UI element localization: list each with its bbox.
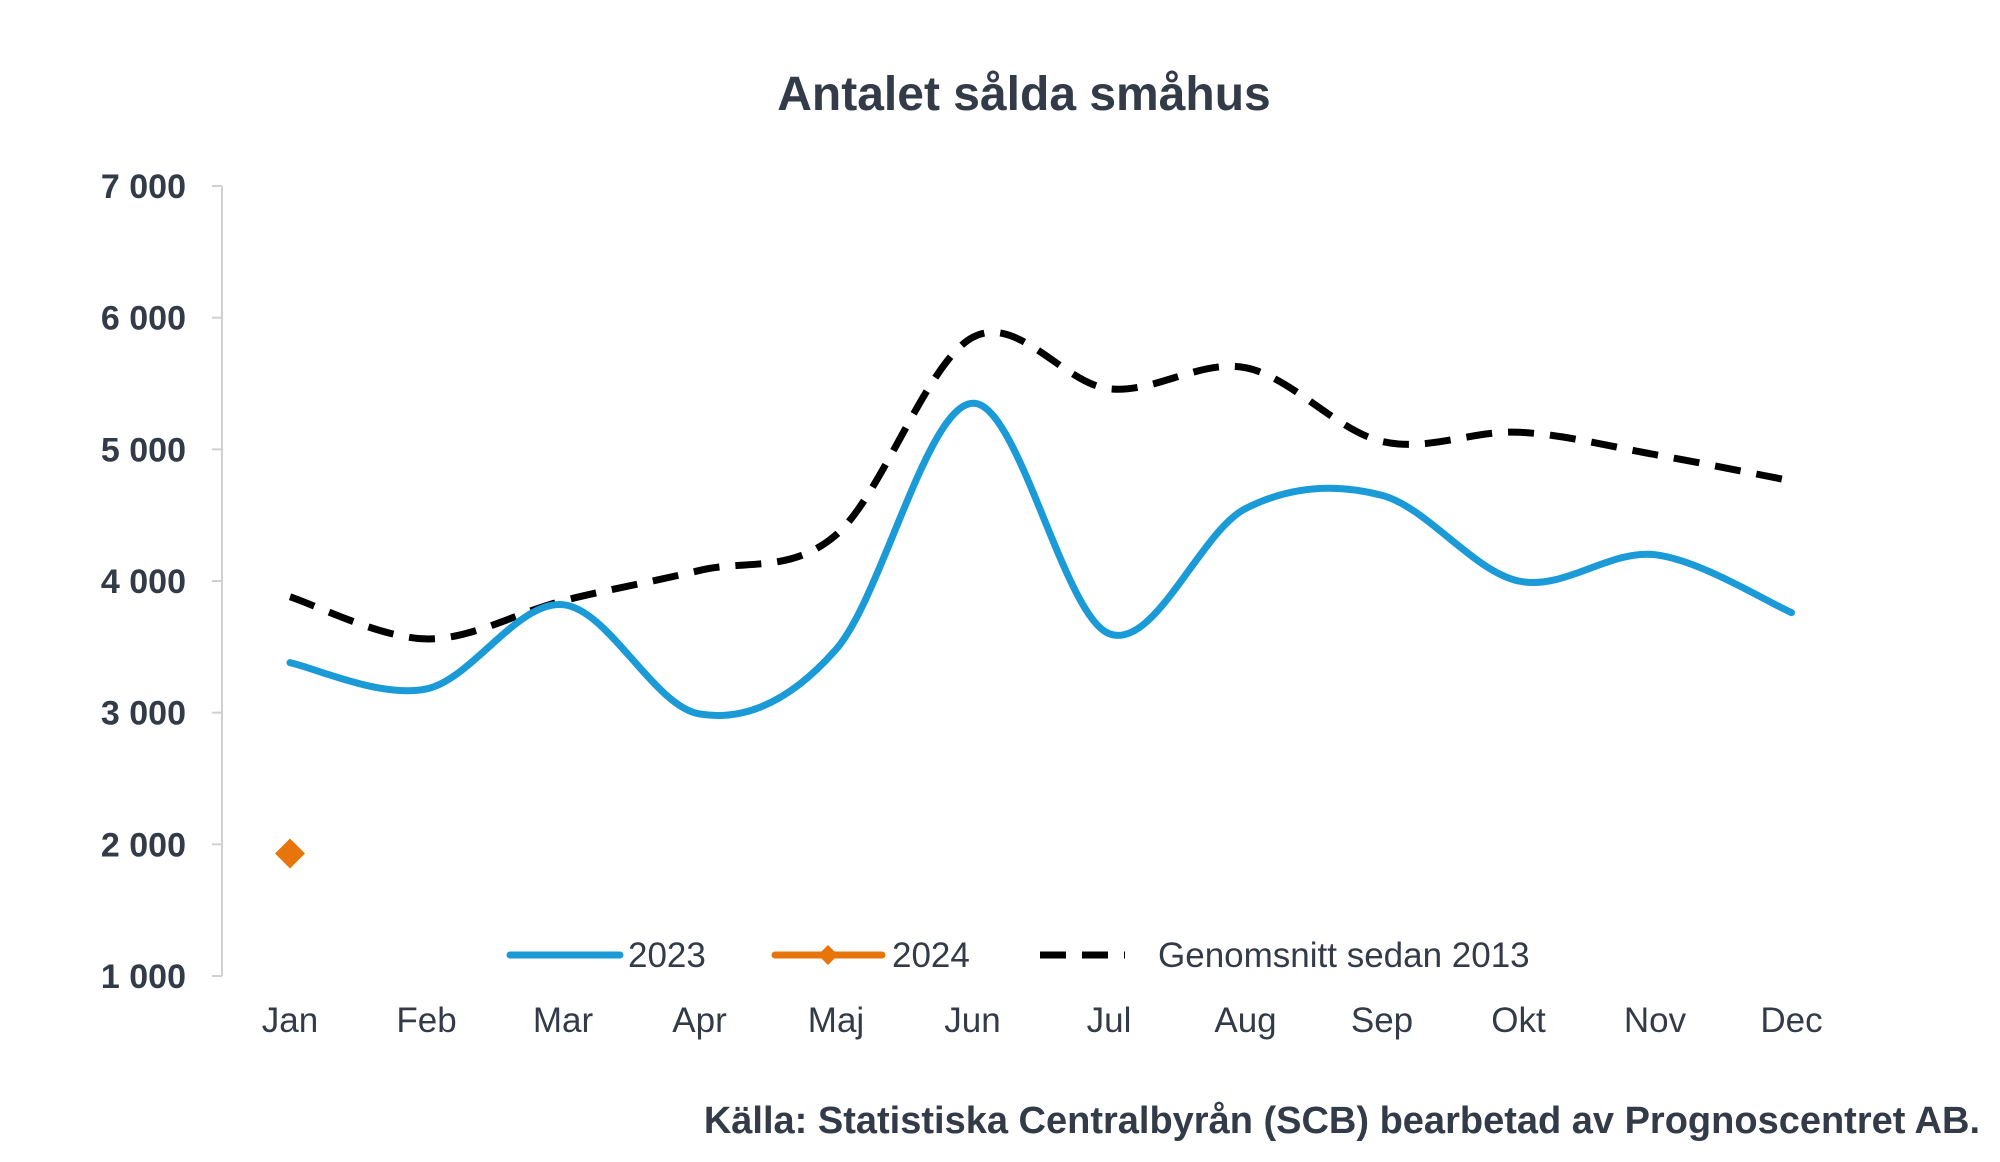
source-note: Källa: Statistiska Centralbyrån (SCB) be… bbox=[704, 1100, 1980, 1142]
series-line-2023 bbox=[286, 399, 1795, 719]
x-tick-label: Jan bbox=[262, 1001, 318, 1040]
legend: 2023 2024 Genomsnitt sedan 2013 bbox=[506, 936, 1530, 975]
x-tick-label: Nov bbox=[1624, 1001, 1687, 1040]
x-tick-label: Aug bbox=[1214, 1001, 1276, 1040]
chart-title: Antalet sålda småhus bbox=[777, 68, 1271, 121]
x-tick-label: Dec bbox=[1760, 1001, 1822, 1040]
data-point-2024 bbox=[275, 838, 305, 869]
legend-marker-2024 bbox=[818, 945, 838, 965]
series-line-genomsnitt-sedan-2013 bbox=[288, 328, 1793, 643]
x-tick-label: Sep bbox=[1351, 1001, 1413, 1040]
y-axis-ticks: 1 000 2 000 3 000 4 000 5 000 6 000 7 000 bbox=[101, 168, 222, 996]
x-tick-label: Feb bbox=[396, 1001, 456, 1040]
y-tick-label: 5 000 bbox=[101, 431, 186, 469]
legend-label-average: Genomsnitt sedan 2013 bbox=[1158, 936, 1530, 975]
y-tick-label: 4 000 bbox=[101, 563, 186, 601]
x-axis-ticks: Jan Feb Mar Apr Maj Jun Jul Aug Sep Okt Nov Dec bbox=[262, 1001, 1823, 1040]
legend-label-2024: 2024 bbox=[892, 936, 970, 975]
y-tick-label: 6 000 bbox=[101, 300, 186, 338]
x-tick-label: Jul bbox=[1087, 1001, 1132, 1040]
x-tick-label: Apr bbox=[672, 1001, 727, 1040]
y-tick-label: 3 000 bbox=[101, 695, 186, 733]
plot-area bbox=[275, 328, 1795, 869]
y-tick-label: 2 000 bbox=[101, 826, 186, 864]
y-tick-label: 7 000 bbox=[101, 168, 186, 206]
x-tick-label: Okt bbox=[1491, 1001, 1546, 1040]
x-tick-label: Jun bbox=[944, 1001, 1000, 1040]
legend-label-2023: 2023 bbox=[628, 936, 706, 975]
x-tick-label: Mar bbox=[533, 1001, 594, 1040]
x-tick-label: Maj bbox=[808, 1001, 864, 1040]
y-tick-label: 1 000 bbox=[101, 958, 186, 996]
